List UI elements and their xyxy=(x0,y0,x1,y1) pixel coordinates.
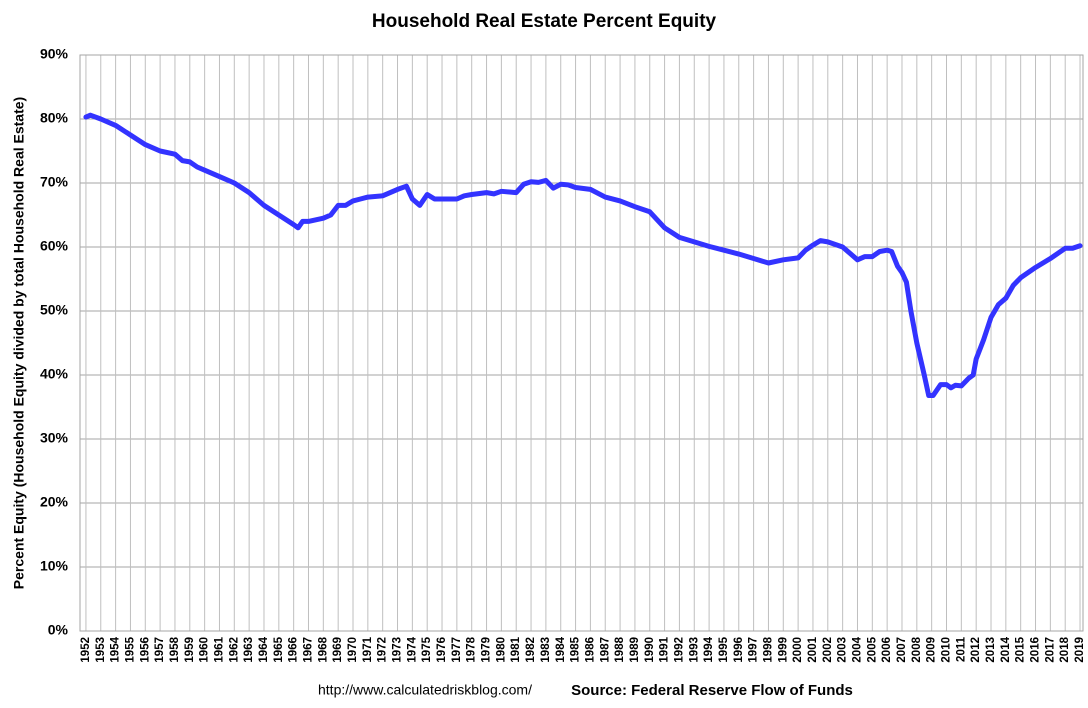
x-tick-label: 1977 xyxy=(451,637,463,663)
x-tick-label: 1998 xyxy=(762,636,774,662)
x-tick-label: 1967 xyxy=(303,637,315,663)
y-tick-label: 10% xyxy=(40,558,69,574)
x-tick-label: 2001 xyxy=(807,636,819,662)
x-tick-label: 2012 xyxy=(970,637,982,663)
x-tick-label: 1994 xyxy=(703,636,715,662)
x-tick-label: 2004 xyxy=(852,636,864,662)
x-tick-label: 1978 xyxy=(466,636,478,662)
y-tick-label: 80% xyxy=(40,110,69,126)
x-tick-label: 2007 xyxy=(896,637,908,663)
x-tick-label: 1985 xyxy=(570,636,582,662)
x-tick-label: 1999 xyxy=(777,637,789,663)
chart-title: Household Real Estate Percent Equity xyxy=(372,11,717,32)
x-tick-label: 2016 xyxy=(1030,637,1042,663)
x-tick-label: 1965 xyxy=(273,636,285,662)
x-tick-label: 1976 xyxy=(436,637,448,663)
x-tick-label: 1962 xyxy=(228,637,240,663)
y-tick-label: 70% xyxy=(40,174,69,190)
x-tick-label: 2018 xyxy=(1059,636,1071,662)
x-tick-label: 1960 xyxy=(199,637,211,663)
x-tick-label: 1972 xyxy=(377,637,389,663)
y-axis-label: Percent Equity (Household Equity divided… xyxy=(11,97,27,589)
x-tick-label: 1984 xyxy=(555,636,567,662)
x-tick-label: 2010 xyxy=(941,637,953,663)
x-tick-label: 1988 xyxy=(614,636,626,662)
x-tick-label: 1992 xyxy=(673,637,685,663)
x-tick-label: 1981 xyxy=(510,636,522,662)
x-tick-label: 2000 xyxy=(792,637,804,663)
x-tick-label: 1968 xyxy=(317,636,329,662)
x-tick-label: 1975 xyxy=(421,636,433,662)
x-tick-label: 1991 xyxy=(659,636,671,662)
x-tick-label: 1986 xyxy=(584,637,596,663)
x-tick-label: 1966 xyxy=(288,637,300,663)
x-tick-label: 1979 xyxy=(481,637,493,663)
x-tick-label: 1987 xyxy=(599,637,611,663)
x-tick-label: 2015 xyxy=(1015,636,1027,662)
x-tick-label: 1955 xyxy=(124,636,136,662)
x-tick-label: 2006 xyxy=(881,637,893,663)
x-tick-label: 2002 xyxy=(822,637,834,663)
x-tick-label: 1956 xyxy=(139,637,151,663)
x-tick-label: 1957 xyxy=(154,637,166,663)
x-tick-label: 1983 xyxy=(540,637,552,663)
y-tick-label: 20% xyxy=(40,494,69,510)
x-tick-label: 1964 xyxy=(258,636,270,662)
x-tick-label: 1969 xyxy=(332,637,344,663)
x-tick-label: 2003 xyxy=(837,637,849,663)
x-tick-label: 1997 xyxy=(748,637,760,663)
x-tick-label: 1982 xyxy=(525,637,537,663)
y-tick-label: 40% xyxy=(40,366,69,382)
x-tick-label: 2019 xyxy=(1074,637,1086,663)
x-tick-label: 1958 xyxy=(169,636,181,662)
x-tick-label: 1963 xyxy=(243,637,255,663)
x-tick-label: 2008 xyxy=(911,636,923,662)
y-tick-label: 90% xyxy=(40,46,69,62)
source-url: http://www.calculatedriskblog.com/ xyxy=(318,682,532,698)
plot-border xyxy=(79,54,1084,632)
x-tick-label: 1993 xyxy=(688,637,700,663)
x-tick-label: 1990 xyxy=(644,637,656,663)
x-tick-label: 1970 xyxy=(347,637,359,663)
x-tick-label: 1953 xyxy=(95,637,107,663)
x-tick-label: 2011 xyxy=(955,636,967,662)
x-tick-label: 2014 xyxy=(1000,636,1012,662)
x-tick-label: 2017 xyxy=(1044,637,1056,663)
x-tick-label: 1954 xyxy=(110,636,122,662)
x-tick-label: 1980 xyxy=(495,637,507,663)
x-tick-label: 1996 xyxy=(733,637,745,663)
x-tick-label: 1995 xyxy=(718,636,730,662)
source-note: Source: Federal Reserve Flow of Funds xyxy=(571,682,853,699)
x-tick-label: 1952 xyxy=(80,637,92,663)
y-tick-label: 60% xyxy=(40,238,69,254)
x-tick-label: 2013 xyxy=(985,637,997,663)
x-tick-label: 1971 xyxy=(362,636,374,662)
x-tick-label: 1959 xyxy=(184,637,196,663)
x-tick-label: 1989 xyxy=(629,637,641,663)
data-line xyxy=(83,112,1083,398)
x-tick-label: 1973 xyxy=(392,637,404,663)
x-tick-label: 1974 xyxy=(406,636,418,662)
y-tick-label: 30% xyxy=(40,430,69,446)
x-tick-label: 2009 xyxy=(926,637,938,663)
y-tick-label: 50% xyxy=(40,302,69,318)
x-tick-label: 2005 xyxy=(866,636,878,662)
x-tick-label: 1961 xyxy=(214,636,226,662)
y-tick-label: 0% xyxy=(48,622,69,638)
